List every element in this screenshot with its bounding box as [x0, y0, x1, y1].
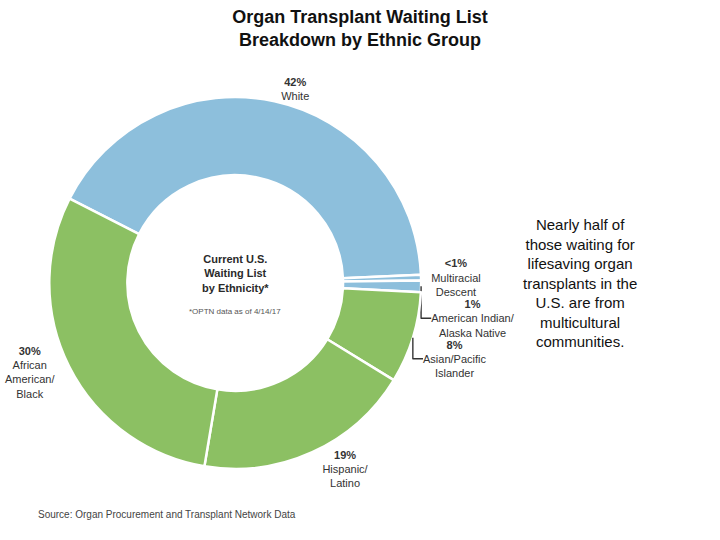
svg-text:30%AfricanAmerican/Black: 30%AfricanAmerican/Black: [5, 345, 55, 400]
svg-text:19%Hispanic/Latino: 19%Hispanic/Latino: [322, 449, 368, 490]
svg-text:Current U.S.Waiting Listby Eth: Current U.S.Waiting Listby Ethnicity*: [202, 253, 269, 294]
svg-text:42%White: 42%White: [281, 76, 309, 102]
svg-text:8%Asian/PacificIslander: 8%Asian/PacificIslander: [423, 339, 486, 380]
svg-text:1%American Indian/Alaska Nativ: 1%American Indian/Alaska Native: [431, 298, 514, 339]
svg-text:Nearly half ofthose waiting fo: Nearly half ofthose waiting forlifesavin…: [523, 216, 637, 350]
svg-text:<1%MultiracialDescent: <1%MultiracialDescent: [431, 257, 481, 298]
svg-text:Organ Transplant Waiting ListB: Organ Transplant Waiting ListBreakdown b…: [232, 7, 487, 50]
svg-text:*OPTN data as of 4/14/17: *OPTN data as of 4/14/17: [189, 307, 281, 316]
svg-text:Source: Organ Procurement and: Source: Organ Procurement and Transplant…: [38, 509, 296, 520]
